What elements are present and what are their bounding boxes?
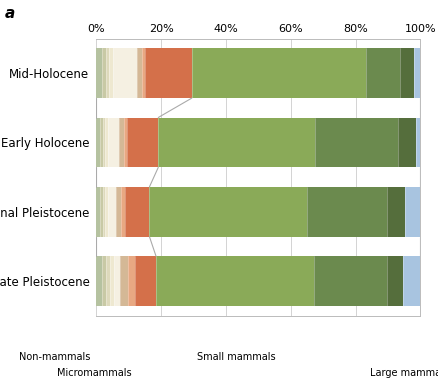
Bar xyxy=(137,48,142,98)
Bar xyxy=(114,256,120,306)
Bar xyxy=(110,256,114,306)
Bar xyxy=(405,187,420,237)
Bar xyxy=(120,117,124,167)
Bar xyxy=(135,256,156,306)
Text: Micromammals: Micromammals xyxy=(57,368,131,378)
Bar xyxy=(100,117,103,167)
Bar xyxy=(96,256,102,306)
Bar xyxy=(387,187,405,237)
Text: Large mammals: Large mammals xyxy=(370,368,438,378)
Bar xyxy=(416,117,420,167)
Bar xyxy=(113,48,137,98)
Bar xyxy=(314,256,387,306)
Bar xyxy=(106,117,108,167)
Text: Non-mammals: Non-mammals xyxy=(19,352,90,362)
Bar xyxy=(100,187,103,237)
Bar xyxy=(142,48,145,98)
Bar xyxy=(149,187,307,237)
Bar xyxy=(106,48,110,98)
Bar xyxy=(103,187,106,237)
Bar xyxy=(116,187,121,237)
Bar xyxy=(403,256,420,306)
Bar xyxy=(398,117,416,167)
Bar xyxy=(108,187,116,237)
Bar xyxy=(366,48,400,98)
Bar xyxy=(96,187,100,237)
Bar xyxy=(106,187,108,237)
Text: Small mammals: Small mammals xyxy=(197,352,276,362)
Bar xyxy=(156,256,314,306)
Bar xyxy=(387,256,403,306)
Bar xyxy=(103,117,106,167)
Bar xyxy=(124,117,127,167)
Bar xyxy=(192,48,366,98)
Bar xyxy=(128,256,135,306)
Bar xyxy=(145,48,192,98)
Bar xyxy=(127,117,158,167)
Bar xyxy=(414,48,420,98)
Bar xyxy=(158,117,315,167)
Bar xyxy=(106,256,110,306)
Bar xyxy=(96,117,100,167)
Bar xyxy=(125,187,149,237)
Bar xyxy=(102,48,106,98)
Text: a: a xyxy=(4,6,14,21)
Bar xyxy=(307,187,387,237)
Bar xyxy=(108,117,120,167)
Bar xyxy=(110,48,113,98)
Bar xyxy=(96,48,102,98)
Bar xyxy=(121,187,125,237)
Bar xyxy=(400,48,414,98)
Bar xyxy=(120,256,128,306)
Bar xyxy=(102,256,106,306)
Bar xyxy=(315,117,398,167)
